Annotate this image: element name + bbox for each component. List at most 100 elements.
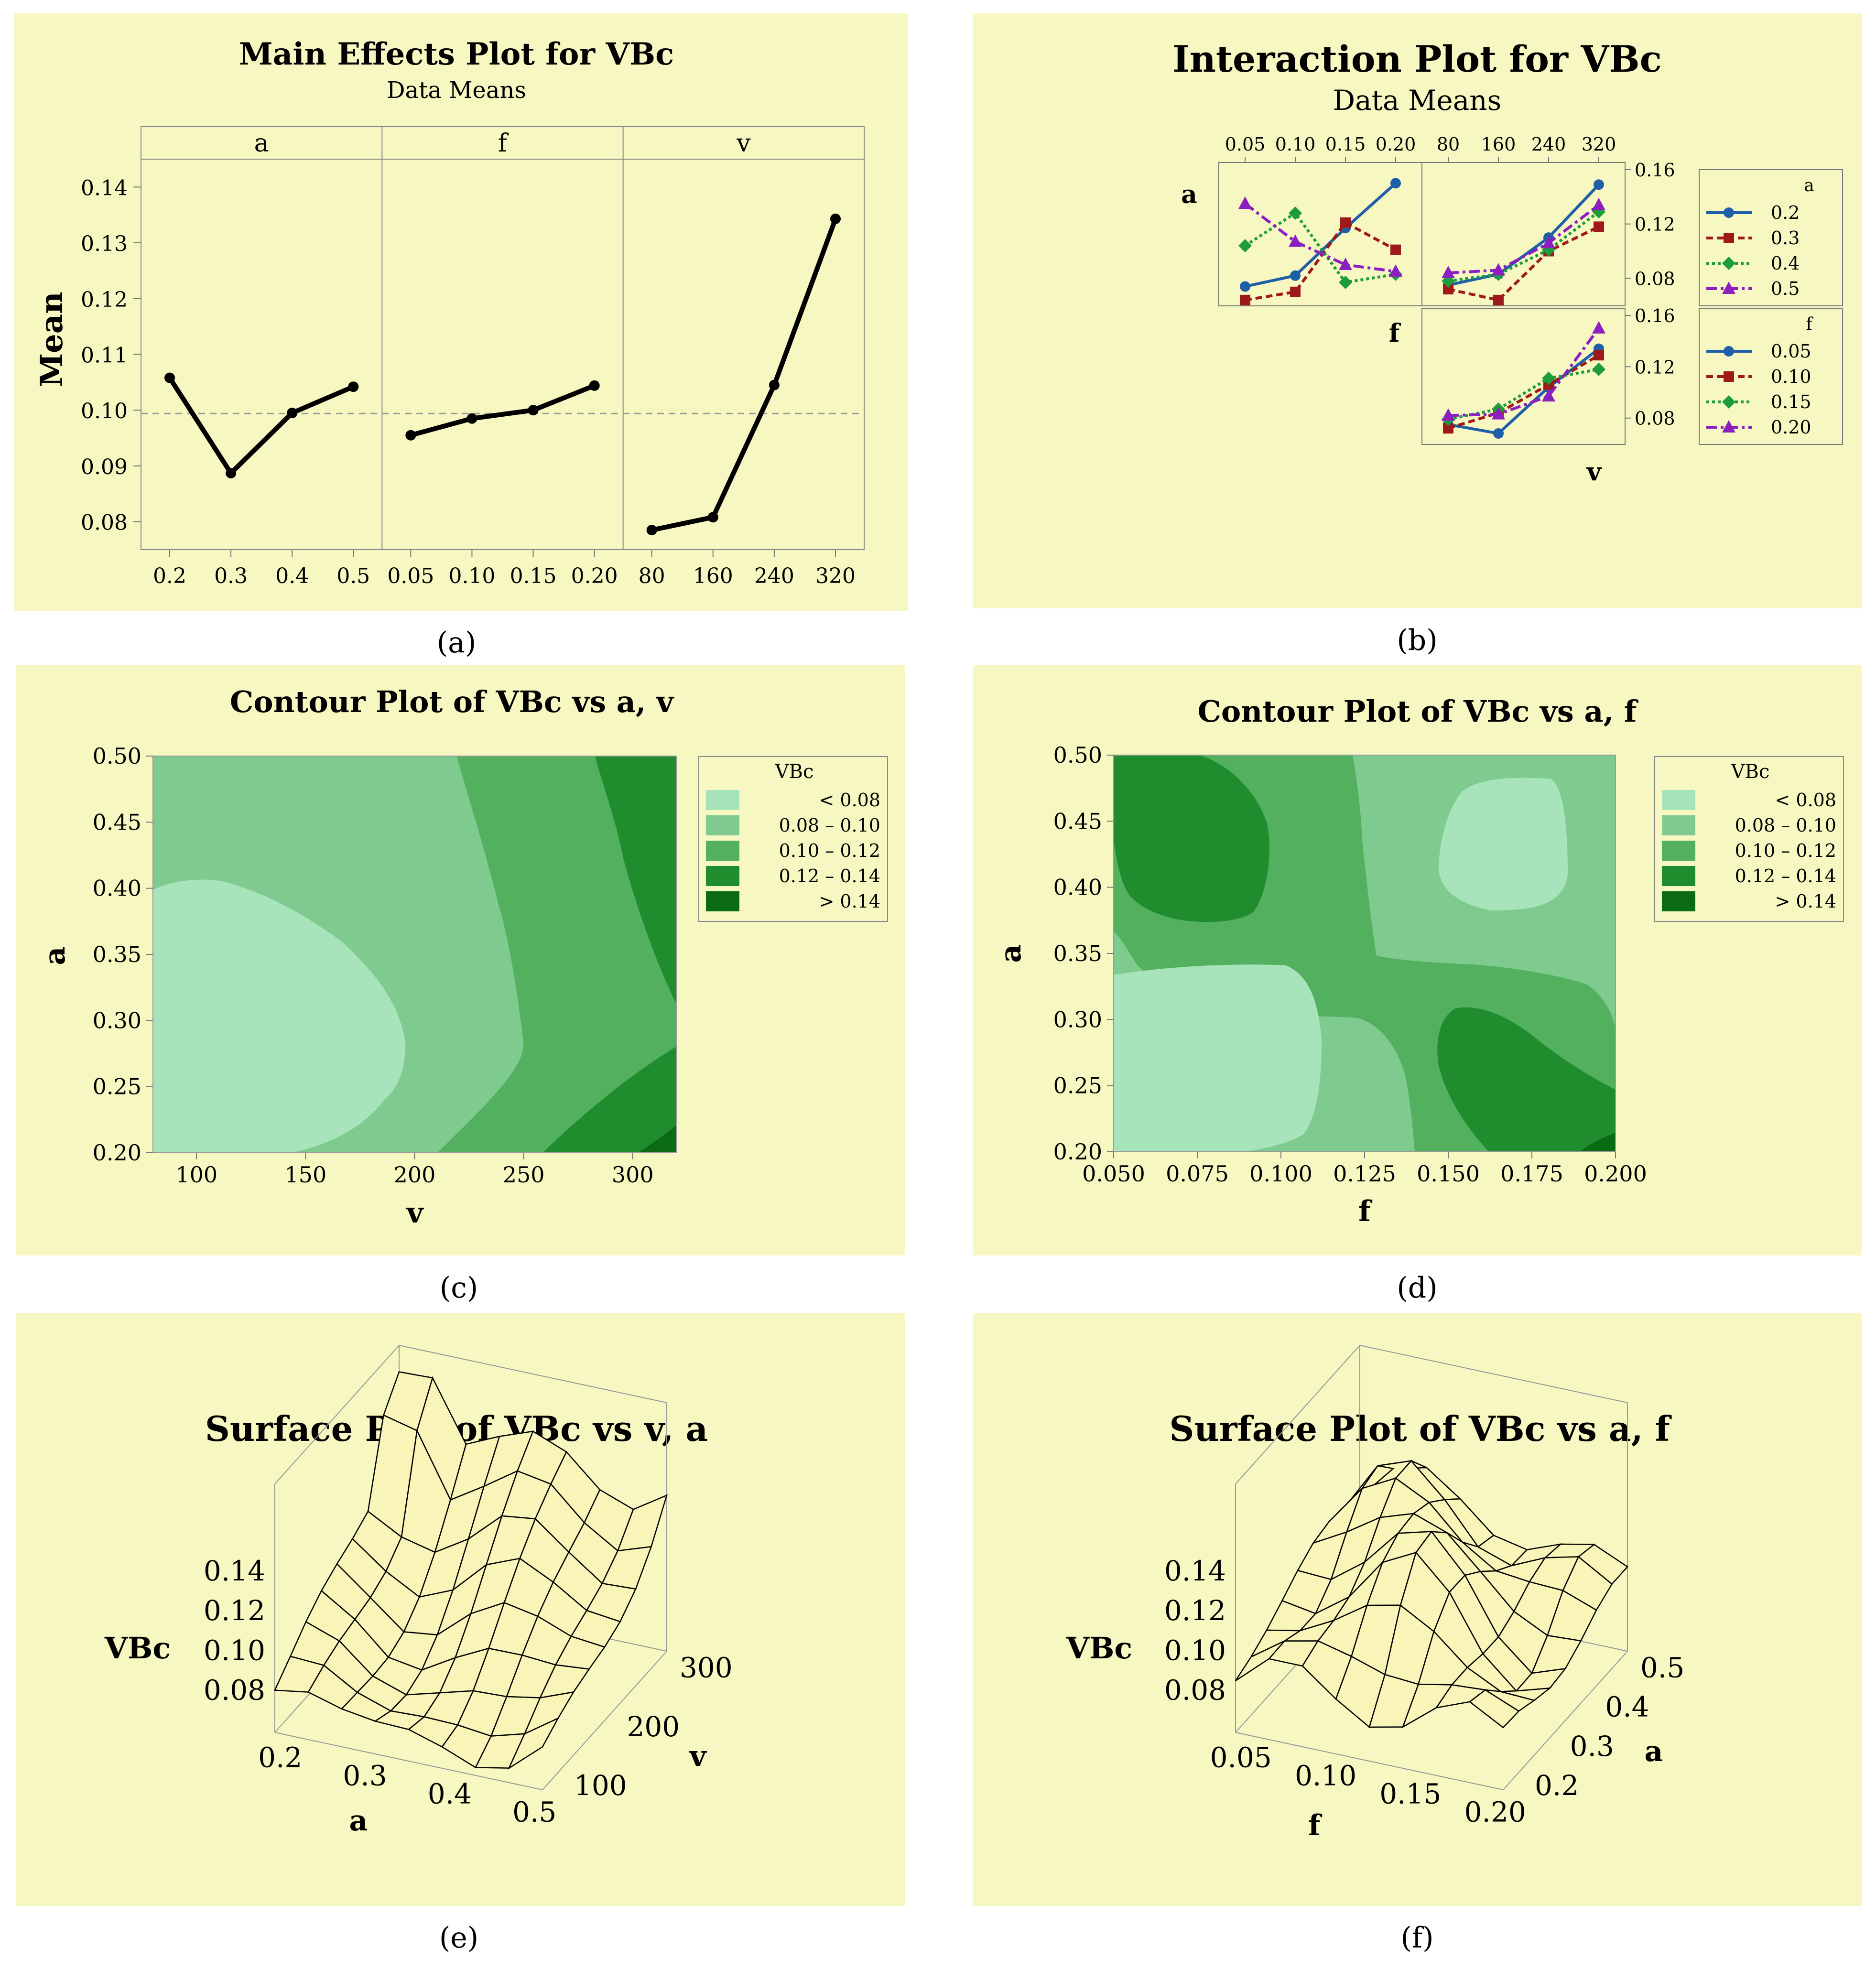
box-edge (399, 1345, 667, 1403)
y-tick-label: 0.40 (93, 876, 141, 901)
main-effect-line-v (651, 218, 838, 533)
right-tick-label: 0.12 (1635, 214, 1675, 235)
interaction-line-a-by-v (1448, 225, 1600, 302)
main-effect-point (528, 405, 539, 416)
top-tick-label: 320 (1582, 134, 1616, 155)
y-tick-label: 0.50 (1053, 742, 1102, 768)
contour-legend-range: 0.12 – 0.14 (1735, 865, 1836, 887)
y-tick-label: 200 (627, 1710, 680, 1743)
interaction-line-f-by-v (1448, 327, 1600, 417)
y-tick-label: 0.08 (81, 511, 128, 535)
z-tick-label: 0.12 (1164, 1594, 1226, 1627)
interaction-marker (1389, 264, 1402, 277)
interaction-legend-entry: 0.4 (1771, 253, 1800, 274)
y-tick-label: 0.35 (1053, 941, 1102, 966)
panel-c: Contour Plot of VBc vs a, v 100 150 200 250… (16, 665, 905, 1305)
panel-d-ylabel: a (994, 944, 1028, 963)
box-edge (274, 1732, 543, 1790)
x-tick-label: 160 (693, 564, 733, 588)
y-tick-label: 0.25 (1053, 1073, 1102, 1099)
x-tick-label: 0.10 (1295, 1759, 1356, 1792)
panel-b-marks (1238, 178, 1605, 439)
z-tick-label: 0.10 (204, 1634, 265, 1666)
y-tick-label: 0.25 (93, 1074, 141, 1100)
z-tick-label: 0.08 (1164, 1674, 1226, 1707)
panel-a-title: Main Effects Plot for VBc (239, 36, 674, 72)
y-tick-label: 0.2 (1535, 1769, 1579, 1802)
main-effect-point (830, 213, 841, 224)
main-effect-point (287, 408, 298, 419)
y-tick-label: 0.13 (81, 232, 128, 256)
panel-f-axes: 0.14 0.12 0.10 0.08 0.05 0.10 0.15 0.20 0.5 0.4 0.… (1164, 1555, 1684, 1828)
main-effect-point (769, 379, 780, 390)
panel-b-col-label-f: f (1389, 319, 1401, 348)
panel-d-region-above-0.14 (1580, 1133, 1616, 1152)
panel-a: Main Effects Plot for VBc Data Means Mea… (14, 13, 908, 660)
main-effect-point (589, 380, 600, 391)
top-tick-label: 0.05 (1225, 134, 1266, 155)
panel-d-plot (1113, 755, 1616, 1152)
y-tick-label: 0.35 (93, 941, 141, 967)
interaction-legend-entry: 0.2 (1771, 202, 1800, 223)
box-edge (1503, 1651, 1628, 1790)
x-tick-label: 200 (394, 1162, 436, 1188)
panel-f-zlabel: VBc (1066, 1631, 1132, 1666)
panel-f-ylabel: a (1645, 1735, 1663, 1768)
interaction-subplot-frame (1421, 162, 1626, 306)
x-tick-label: 0.10 (448, 564, 495, 588)
y-tick-label: 0.4 (1605, 1691, 1649, 1723)
interaction-marker (1722, 281, 1735, 294)
x-tick-label: 0.05 (1210, 1741, 1272, 1774)
right-tick-label: 0.08 (1635, 408, 1675, 429)
interaction-legend-entry: 0.20 (1771, 417, 1811, 438)
interaction-marker (1542, 236, 1555, 249)
panel-d-region-0.12-0.14-upper (1114, 755, 1269, 922)
main-effect-line-f (410, 383, 596, 438)
panel-e-zlabel: VBc (104, 1631, 171, 1666)
panel-c-region-above-0.14 (638, 1125, 676, 1153)
panel-a-subtitle: Data Means (387, 77, 526, 104)
panel-a-axes: 0.08 0.09 0.10 0.11 0.12 0.13 0.14 a 0.2 0.3 0.4 0.… (81, 126, 865, 588)
interaction-line-a-by-f (1245, 220, 1397, 302)
panel-d-title: Contour Plot of VBc vs a, f (1198, 694, 1638, 729)
interaction-legend-entry: 0.3 (1771, 227, 1800, 249)
panel-b-row-label-a: a (1181, 180, 1197, 209)
contour-legend-range: > 0.14 (1775, 891, 1836, 912)
interaction-marker (1594, 350, 1604, 361)
panel-c-region-below-0.08 (153, 879, 406, 1153)
interaction-line-a-by-f (1244, 202, 1396, 273)
interaction-line-a-by-v (1448, 204, 1600, 274)
x-tick-label: 100 (175, 1162, 217, 1188)
surface-facet (1368, 1674, 1420, 1728)
x-tick-label: 0.5 (512, 1796, 556, 1828)
interaction-marker (1289, 206, 1302, 220)
panel-a-ylabel: Mean (34, 292, 70, 387)
interaction-marker (1493, 294, 1504, 305)
facet-strip-label: v (736, 129, 751, 158)
x-tick-label: 240 (754, 564, 794, 588)
contour-legend-swatch (1662, 815, 1695, 835)
interaction-marker (1594, 221, 1604, 232)
x-tick-label: 250 (503, 1162, 545, 1188)
x-tick-label: 0.20 (571, 564, 618, 588)
interaction-marker (1238, 239, 1252, 253)
panel-f: Surface Plot of VBc vs a, f 0.14 0.12 0.10… (973, 1313, 1862, 1955)
contour-legend-title: VBc (1731, 761, 1770, 783)
interaction-marker (1724, 207, 1734, 218)
panel-d-xlabel: f (1358, 1195, 1373, 1228)
interaction-line-a-by-f (1244, 211, 1396, 284)
top-tick-label: 240 (1531, 134, 1566, 155)
y-tick-label: 0.50 (93, 743, 141, 769)
x-tick-label: 0.125 (1333, 1161, 1396, 1187)
interaction-marker (1240, 281, 1250, 292)
panel-c-legend: VBc< 0.08 0.08 – 0.10 0.10 – 0.12 0.12 – 0.… (698, 756, 888, 922)
contour-legend-swatch (706, 790, 739, 810)
contour-legend-swatch (706, 891, 739, 911)
interaction-marker (1442, 408, 1455, 421)
z-tick-label: 0.12 (204, 1594, 265, 1627)
y-tick-label: 0.09 (81, 455, 128, 479)
interaction-marker (1493, 428, 1504, 439)
panel-b-label: (b) (1397, 624, 1437, 657)
right-tick-label: 0.12 (1635, 357, 1675, 378)
